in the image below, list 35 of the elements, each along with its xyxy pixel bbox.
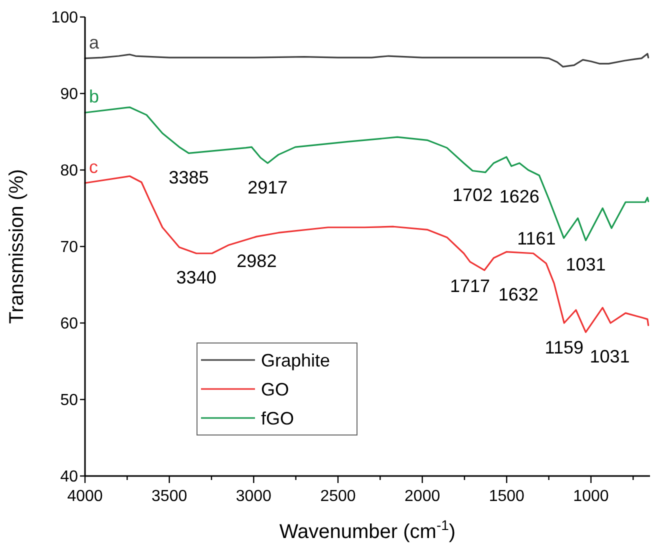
y-tick-label: 80 xyxy=(60,162,78,180)
line-series xyxy=(84,52,650,68)
annotation: 1702 xyxy=(452,185,493,206)
legend-label: Graphite xyxy=(261,350,330,370)
annotation: 2917 xyxy=(248,177,288,198)
annotation: 1161 xyxy=(517,228,556,248)
y-tick-label: 60 xyxy=(60,316,78,333)
annotation: 2982 xyxy=(236,250,277,271)
annotation: 1632 xyxy=(498,284,538,305)
x-tick-label: 2000 xyxy=(404,488,440,505)
x-tick-label: 3500 xyxy=(152,488,188,505)
x-tick-label: 3000 xyxy=(236,488,272,505)
x-tick-label: 1000 xyxy=(573,488,609,505)
x-tick-label: 1500 xyxy=(488,488,525,505)
annotation: c xyxy=(89,157,98,178)
annotation: 3340 xyxy=(176,268,216,288)
y-tick-label: 50 xyxy=(60,392,78,410)
y-tick-label: 100 xyxy=(51,10,78,27)
annotation: 1626 xyxy=(499,186,540,207)
y-axis-title: Transmission (%) xyxy=(6,169,28,324)
annotation: a xyxy=(89,32,100,52)
y-tick-label: 70 xyxy=(60,239,78,256)
y-tick-label: 40 xyxy=(60,468,78,486)
y-tick-label: 90 xyxy=(60,86,78,104)
legend-label: GO xyxy=(261,379,290,400)
x-axis-title: Wavenumber (cm$^{-1}$) xyxy=(279,517,456,543)
annotation: b xyxy=(89,86,100,107)
x-tick-label: 4000 xyxy=(67,488,103,505)
annotation: 1717 xyxy=(450,276,490,296)
legend-label: fGO xyxy=(261,408,294,428)
annotation: 1031 xyxy=(590,346,630,366)
x-tick-label: 2500 xyxy=(320,488,356,505)
annotation: 1031 xyxy=(566,254,606,275)
annotation: 1159 xyxy=(544,337,584,358)
annotation: 3385 xyxy=(168,167,209,188)
